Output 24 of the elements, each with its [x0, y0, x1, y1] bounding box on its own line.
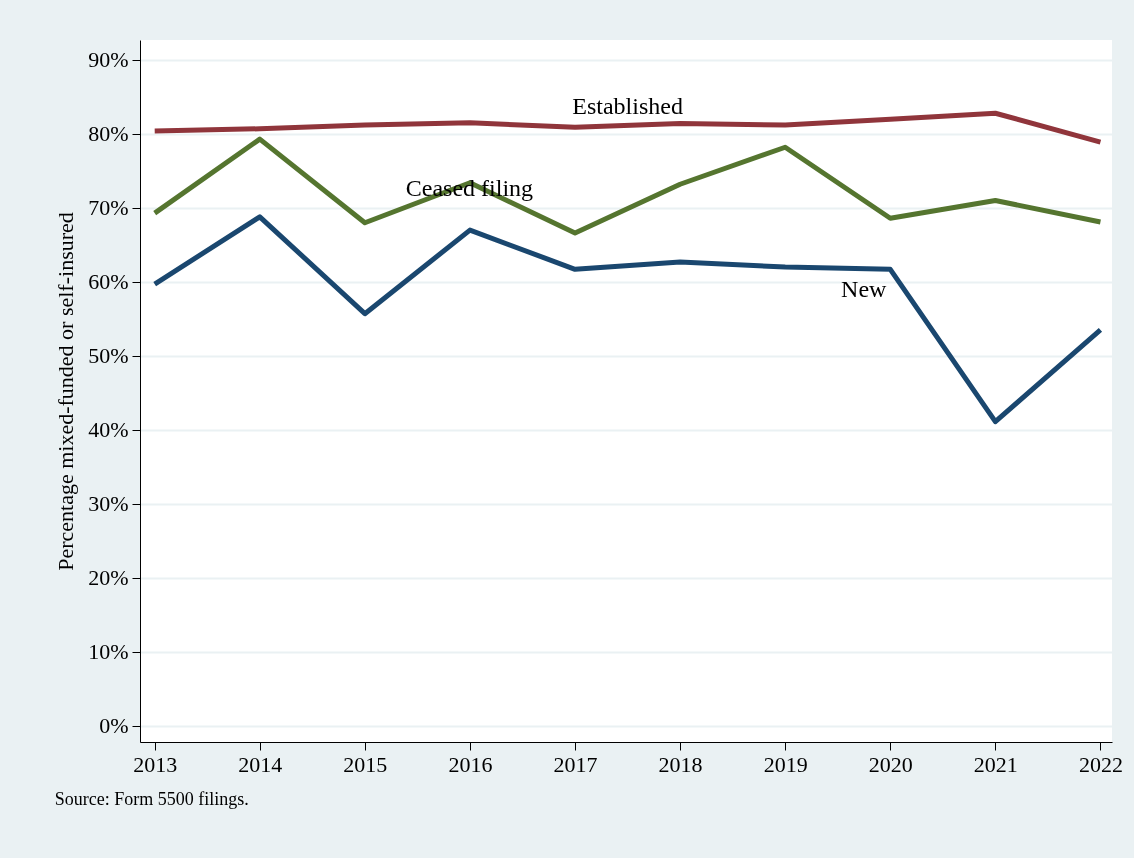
y-tick-label: 40%	[88, 417, 129, 443]
source-note: Source: Form 5500 filings.	[54, 789, 249, 809]
x-tick-label: 2022	[1078, 751, 1123, 777]
y-tick-label: 30%	[88, 491, 129, 517]
y-tick-label: 50%	[88, 343, 129, 369]
y-tick-label: 60%	[88, 269, 129, 295]
x-tick-label: 2013	[133, 751, 178, 777]
x-tick-label: 2017	[553, 751, 598, 777]
x-tick-label: 2020	[868, 751, 913, 777]
y-tick-label: 70%	[88, 195, 129, 221]
x-tick-label: 2016	[448, 751, 493, 777]
x-tick-label: 2014	[238, 751, 283, 777]
series-label: New	[841, 276, 888, 303]
x-tick-label: 2021	[973, 751, 1018, 777]
y-tick-label: 80%	[88, 121, 129, 147]
series-label: Established	[572, 93, 683, 120]
y-tick-label: 10%	[88, 639, 129, 665]
y-axis-title: Percentage mixed-funded or self-insured	[53, 212, 79, 571]
x-tick-label: 2019	[763, 751, 808, 777]
x-tick-label: 2015	[343, 751, 388, 777]
y-tick-label: 90%	[88, 47, 129, 73]
y-tick-label: 0%	[99, 713, 129, 739]
x-tick-label: 2018	[658, 751, 703, 777]
y-tick-label: 20%	[88, 565, 129, 591]
